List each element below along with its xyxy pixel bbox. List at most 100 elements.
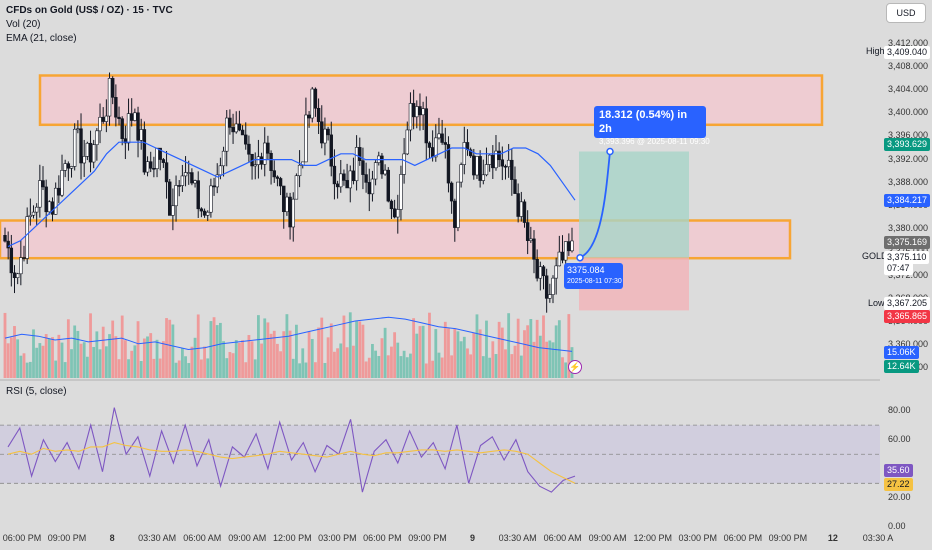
- volume-ma-line: [4, 316, 573, 352]
- candle-body: [453, 200, 457, 228]
- candle-body: [443, 142, 447, 145]
- candle-body: [285, 196, 289, 213]
- volume-bar: [561, 357, 564, 378]
- candle-body: [339, 173, 343, 188]
- candle-body: [370, 178, 375, 195]
- volume-bar: [212, 317, 216, 378]
- volume-bar: [431, 360, 435, 378]
- volume-bar: [532, 341, 536, 378]
- candle-body: [541, 266, 546, 277]
- candle-body: [228, 117, 232, 128]
- volume-bar: [494, 354, 498, 378]
- candle-body: [510, 159, 514, 180]
- volume-bar: [304, 362, 308, 378]
- volume-bar: [190, 346, 194, 378]
- volume-bar: [478, 329, 482, 378]
- volume-bar: [538, 335, 542, 378]
- volume-bar: [567, 314, 571, 378]
- entry-label[interactable]: 3375.084 2025-08-11 07:30: [564, 263, 623, 289]
- volume-bar: [171, 324, 175, 378]
- volume-bar: [209, 321, 213, 378]
- candle-body: [190, 172, 194, 184]
- ema-line: [7, 141, 576, 248]
- candle-body: [57, 187, 61, 196]
- volume-bar: [288, 330, 292, 378]
- volume-bar: [402, 350, 406, 378]
- volume-bar: [355, 321, 359, 378]
- volume-bar: [146, 336, 149, 378]
- volume-bar: [399, 356, 403, 378]
- candle-body: [155, 147, 159, 169]
- time-tick-label: 8: [109, 533, 115, 543]
- time-tick-label: 9: [470, 533, 476, 543]
- chart-title: CFDs on Gold (US$ / OZ) · 15 · TVC: [6, 5, 173, 16]
- volume-bar: [238, 342, 241, 378]
- candle-body: [256, 156, 261, 165]
- candle-body: [487, 154, 492, 165]
- rsi-legend[interactable]: RSI (5, close): [6, 386, 67, 397]
- volume-bar: [149, 333, 153, 378]
- volume-bar: [70, 349, 73, 378]
- time-tick-label: 09:00 AM: [228, 533, 267, 543]
- volume-bar: [114, 336, 118, 378]
- candle-body: [237, 123, 242, 131]
- volume-bar: [155, 339, 159, 378]
- candle-body: [494, 150, 498, 169]
- volume-bar: [180, 348, 184, 378]
- candle-body: [275, 176, 280, 179]
- volume-bar: [279, 351, 282, 378]
- volume-bar: [193, 337, 197, 378]
- candle-body: [95, 130, 99, 146]
- symbol-label: GOLD: [862, 251, 888, 261]
- candle-body: [449, 182, 454, 202]
- ema-legend[interactable]: EMA (21, close): [6, 33, 77, 44]
- candle-body: [218, 165, 223, 176]
- entry-price: 3375.084: [567, 265, 605, 275]
- volume-bar: [282, 331, 286, 378]
- candle-body: [177, 185, 181, 187]
- candle-body: [193, 180, 197, 184]
- candle-body: [282, 185, 286, 213]
- projection-label[interactable]: 18.312 (0.54%) in 2h 3,393.396 @ 2025-08…: [594, 106, 710, 146]
- candle-body: [199, 208, 204, 212]
- rsi-tick-label: 0.00: [888, 521, 906, 531]
- candle-body: [430, 147, 435, 158]
- projection-arrow: [579, 151, 611, 259]
- rsi-ma-line: [7, 442, 576, 484]
- time-tick-label: 12:00 PM: [633, 533, 672, 543]
- last-price-pill: 3,375.169: [884, 236, 931, 249]
- volume-bar: [466, 348, 469, 378]
- candle-body: [519, 201, 524, 217]
- volume-legend[interactable]: Vol (20): [6, 19, 41, 30]
- volume-bar: [263, 318, 267, 378]
- candle-body: [288, 196, 292, 228]
- candle-body: [361, 160, 365, 175]
- candle-body: [446, 144, 451, 184]
- candle-body: [183, 172, 188, 177]
- volume-bar: [333, 351, 336, 378]
- lightning-icon[interactable]: ⚡: [568, 360, 582, 374]
- price-tick-label: 3,388.000: [888, 176, 929, 187]
- candle-body: [50, 201, 55, 215]
- volume-bar: [519, 355, 523, 378]
- candle-body: [351, 170, 356, 182]
- currency-button[interactable]: USD: [886, 3, 926, 23]
- candle-body: [551, 277, 555, 295]
- volume-bar: [551, 342, 555, 378]
- candle-body: [278, 178, 283, 187]
- low-label: Low: [868, 298, 885, 308]
- candle-body: [107, 78, 112, 117]
- volume-bar: [320, 317, 324, 378]
- candle-body: [69, 166, 74, 169]
- price-tick-label: 3,380.000: [888, 223, 929, 234]
- volume-bar: [510, 354, 514, 378]
- volume-bar: [462, 336, 466, 378]
- volume-bar: [323, 362, 327, 378]
- volume-bar: [352, 345, 355, 378]
- volume-bar: [542, 315, 545, 378]
- volume-bar: [554, 325, 558, 378]
- volume-bar: [28, 361, 32, 378]
- volume-bar: [79, 343, 83, 378]
